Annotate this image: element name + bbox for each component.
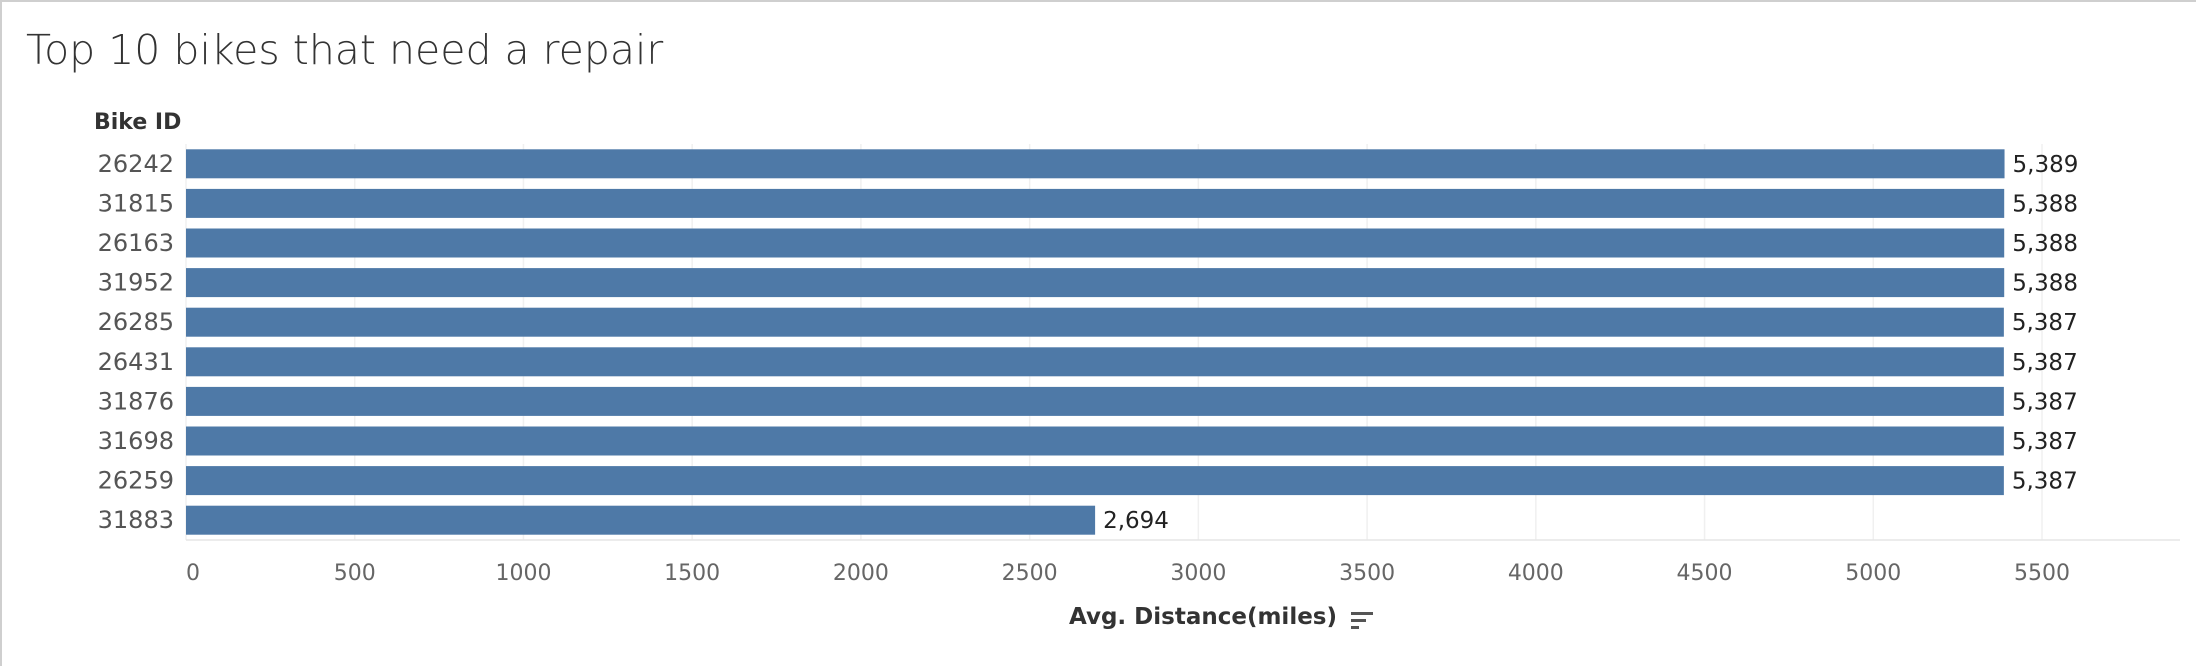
y-tick-label: 31883 xyxy=(98,506,174,534)
data-label: 5,388 xyxy=(2012,191,2078,217)
sort-descending-icon[interactable] xyxy=(1351,612,1373,632)
bar-26242[interactable] xyxy=(186,149,2005,179)
y-tick-label: 31815 xyxy=(98,189,174,217)
x-axis-label: Avg. Distance(miles) xyxy=(1068,604,1337,630)
x-tick-label: 500 xyxy=(334,561,376,586)
y-tick-label: 31698 xyxy=(98,427,174,455)
x-tick-label: 5500 xyxy=(2014,561,2070,586)
bar-31698[interactable] xyxy=(186,426,2004,456)
x-tick-label: 2500 xyxy=(1002,561,1058,586)
bar-31883[interactable] xyxy=(186,505,1096,535)
data-label: 5,387 xyxy=(2012,350,2078,376)
x-tick-label: 3000 xyxy=(1170,561,1226,586)
x-tick-label: 4000 xyxy=(1508,561,1564,586)
data-label: 2,694 xyxy=(1103,508,1169,534)
bar-31952[interactable] xyxy=(186,268,2005,298)
chart-title: Top 10 bikes that need a repair xyxy=(26,26,664,74)
y-tick-label: 26259 xyxy=(98,467,174,495)
data-label: 5,388 xyxy=(2012,231,2078,257)
data-label: 5,389 xyxy=(2013,152,2079,178)
data-label: 5,387 xyxy=(2012,389,2078,415)
x-tick-label: 2000 xyxy=(833,561,889,586)
y-axis-header: Bike ID xyxy=(94,110,182,135)
x-tick-label: 1000 xyxy=(495,561,551,586)
y-tick-label: 31876 xyxy=(98,387,174,415)
y-tick-label: 31952 xyxy=(98,269,174,297)
bar-26163[interactable] xyxy=(186,228,2005,258)
data-label: 5,387 xyxy=(2012,469,2078,495)
data-label: 5,387 xyxy=(2012,429,2078,455)
y-tick-label: 26163 xyxy=(98,229,174,257)
bar-26285[interactable] xyxy=(186,307,2004,337)
bar-31876[interactable] xyxy=(186,386,2004,416)
x-tick-label: 4500 xyxy=(1677,561,1733,586)
bar-31815[interactable] xyxy=(186,188,2005,218)
x-tick-label: 0 xyxy=(186,561,200,586)
bar-26431[interactable] xyxy=(186,347,2004,377)
y-tick-label: 26242 xyxy=(98,150,174,178)
y-tick-label: 26431 xyxy=(98,348,174,376)
bar-26259[interactable] xyxy=(186,466,2004,496)
y-tick-label: 26285 xyxy=(98,308,174,336)
data-label: 5,388 xyxy=(2012,271,2078,297)
x-tick-label: 3500 xyxy=(1339,561,1395,586)
x-tick-label: 1500 xyxy=(664,561,720,586)
x-tick-label: 5000 xyxy=(1845,561,1901,586)
data-label: 5,387 xyxy=(2012,310,2078,336)
